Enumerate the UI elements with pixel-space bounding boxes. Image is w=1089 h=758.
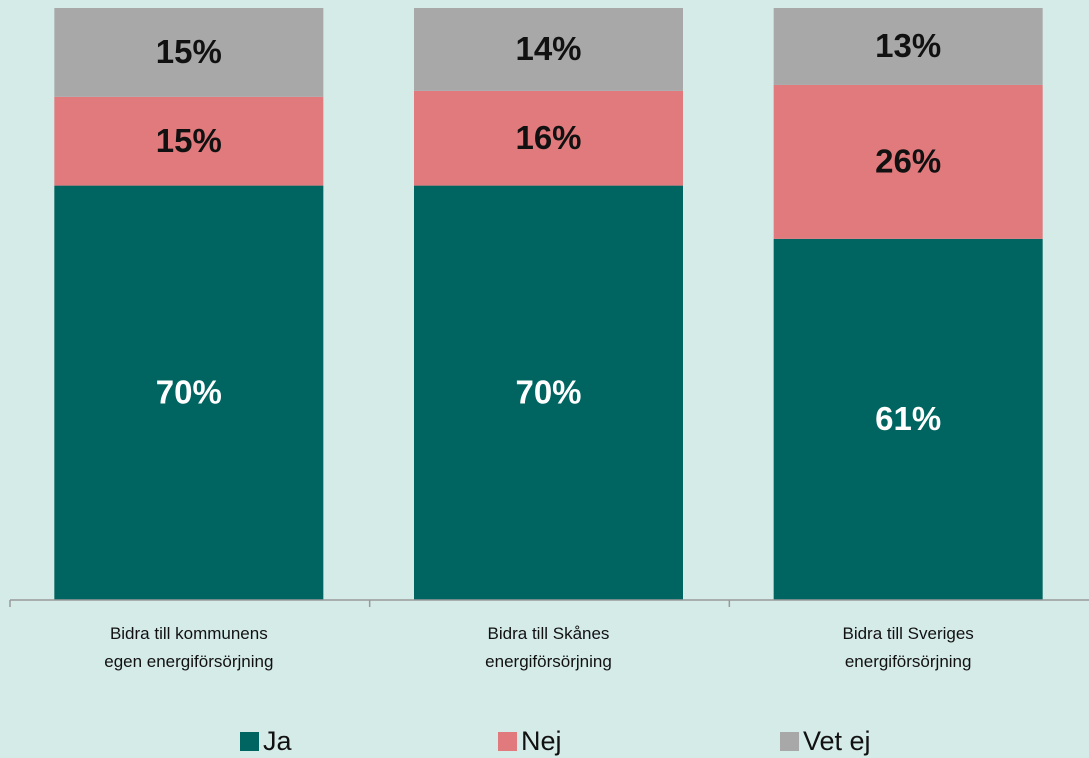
bar-segment xyxy=(773,84,1043,239)
value-label: 15% xyxy=(156,122,222,159)
value-label: 70% xyxy=(515,374,581,411)
x-tick-label: Bidra till kommunens egen energiförsörjn… xyxy=(104,624,274,671)
value-label: 13% xyxy=(875,27,941,64)
bar-segment xyxy=(773,238,1043,600)
bar-segment xyxy=(414,90,683,186)
bar-segment xyxy=(414,185,683,600)
value-label: 70% xyxy=(156,374,222,411)
legend-label: Ja xyxy=(263,726,292,756)
x-tick-label: Bidra till Skånes energiförsörjning xyxy=(485,624,612,671)
legend-item: Nej xyxy=(498,726,562,757)
bar-segment xyxy=(54,8,324,97)
legend-label: Nej xyxy=(521,726,562,756)
bar-segment xyxy=(54,185,324,600)
value-label: 15% xyxy=(156,33,222,70)
value-label: 16% xyxy=(515,119,581,156)
value-label: 61% xyxy=(875,400,941,437)
value-label: 26% xyxy=(875,143,941,180)
legend-label: Vet ej xyxy=(803,726,871,756)
legend-swatch xyxy=(240,732,259,751)
legend-swatch xyxy=(498,732,517,751)
value-label: 14% xyxy=(515,30,581,67)
legend-item: Ja xyxy=(240,726,292,757)
bar-segment xyxy=(414,8,683,91)
bar-segment xyxy=(773,8,1043,85)
x-tick-label: Bidra till Sveriges energiförsörjning xyxy=(842,624,974,671)
bar-segment xyxy=(54,96,324,186)
legend-item: Vet ej xyxy=(780,726,871,757)
legend-swatch xyxy=(780,732,799,751)
